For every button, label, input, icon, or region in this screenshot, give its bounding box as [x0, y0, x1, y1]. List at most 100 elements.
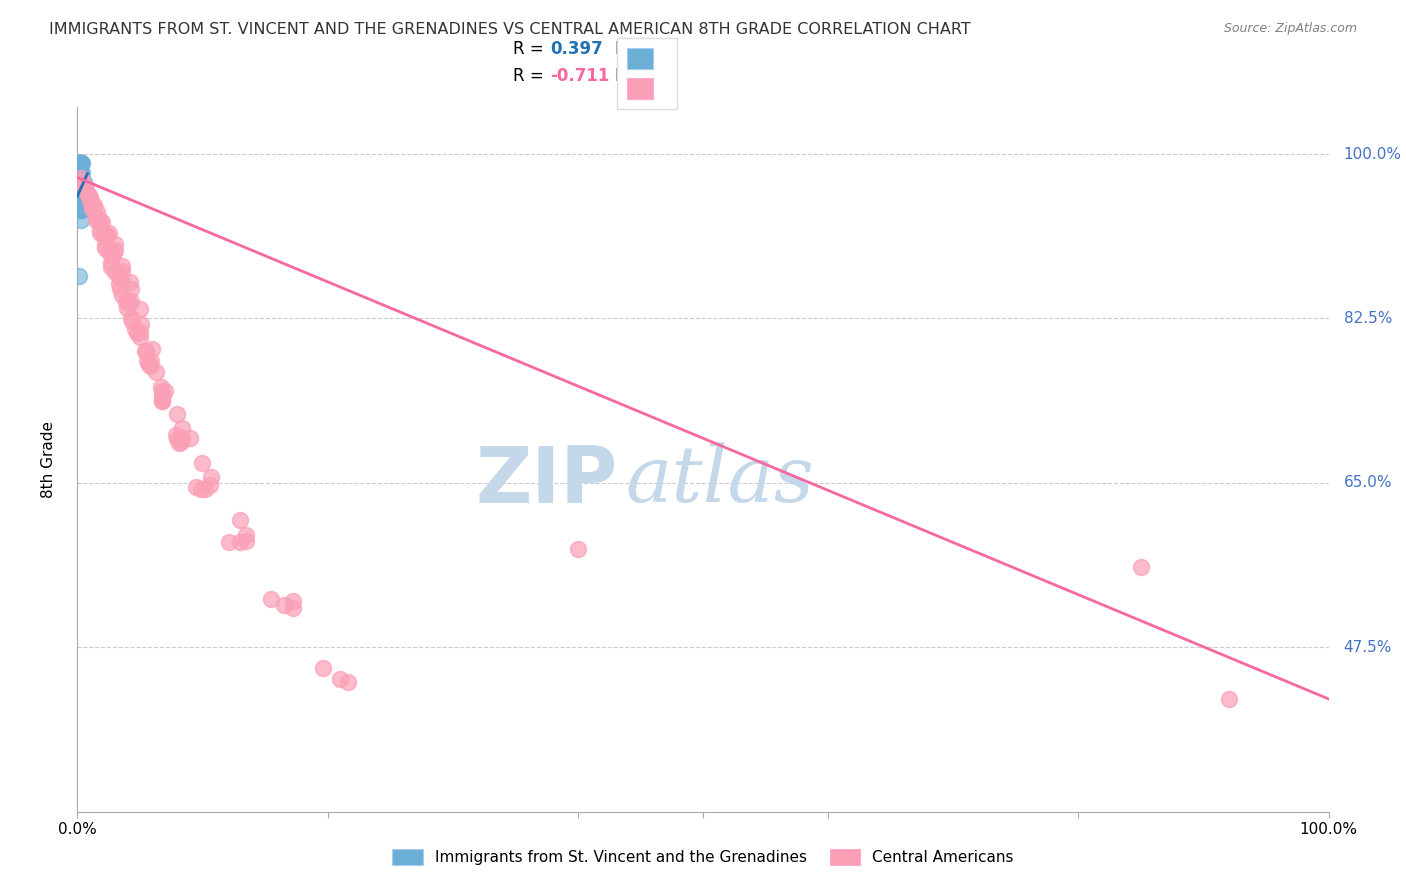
Point: [69, 166, 91, 180]
Point: [229, 535, 252, 549]
Point: [117, 301, 139, 315]
Point: [69, 175, 91, 189]
Point: [111, 263, 134, 277]
Point: [218, 535, 240, 549]
Point: [153, 384, 176, 398]
Point: [141, 342, 163, 356]
Point: [84, 212, 107, 227]
Point: [70, 212, 93, 227]
Point: [136, 353, 159, 368]
Point: [69, 185, 91, 199]
Point: [120, 310, 142, 325]
Point: [70, 175, 93, 189]
Point: [127, 326, 149, 341]
Point: [67, 166, 90, 180]
Point: [94, 228, 117, 243]
Point: [152, 394, 174, 409]
Point: [117, 296, 139, 310]
Point: [89, 212, 111, 227]
Point: [186, 480, 208, 494]
Text: -0.711: -0.711: [550, 67, 610, 85]
Text: R =: R =: [513, 67, 548, 85]
Point: [190, 483, 212, 497]
Point: [72, 185, 94, 199]
Point: [281, 600, 304, 615]
Point: [1129, 560, 1152, 574]
Point: [72, 156, 94, 170]
Point: [311, 661, 333, 675]
Text: atlas: atlas: [626, 442, 814, 518]
Point: [1218, 692, 1240, 706]
Point: [83, 198, 105, 212]
Point: [69, 156, 91, 170]
Point: [70, 185, 93, 199]
Point: [111, 259, 134, 273]
Point: [129, 330, 152, 344]
Point: [124, 322, 146, 336]
Point: [191, 456, 214, 470]
Point: [67, 166, 90, 180]
Point: [76, 186, 98, 201]
Point: [72, 185, 94, 199]
Point: [107, 277, 129, 291]
Point: [70, 194, 93, 208]
Point: [91, 215, 114, 229]
Point: [86, 205, 108, 219]
Point: [67, 156, 90, 170]
Point: [111, 288, 134, 302]
Point: [67, 194, 90, 208]
Point: [69, 175, 91, 189]
Point: [72, 194, 94, 208]
Point: [70, 185, 93, 199]
Point: [194, 483, 217, 497]
Point: [70, 171, 93, 186]
Text: R =: R =: [513, 39, 548, 58]
Point: [72, 166, 94, 180]
Point: [94, 241, 117, 255]
Point: [69, 175, 91, 189]
Point: [69, 166, 91, 180]
Point: [69, 156, 91, 170]
Point: [104, 265, 127, 279]
Point: [67, 175, 90, 189]
Point: [72, 194, 94, 208]
Point: [70, 175, 93, 189]
Point: [84, 210, 107, 224]
Point: [139, 359, 162, 374]
Text: 99: 99: [651, 67, 673, 85]
Point: [70, 203, 93, 218]
Text: ZIP: ZIP: [475, 442, 617, 518]
Point: [69, 166, 91, 180]
Point: [70, 175, 93, 189]
Point: [69, 166, 91, 180]
Text: Source: ZipAtlas.com: Source: ZipAtlas.com: [1223, 22, 1357, 36]
Point: [93, 228, 115, 243]
Point: [70, 166, 93, 180]
Legend: , : ,: [617, 37, 676, 109]
Text: N =: N =: [616, 67, 652, 85]
Point: [129, 317, 152, 331]
Point: [87, 212, 110, 227]
Point: [170, 435, 193, 450]
Point: [235, 534, 257, 549]
Point: [75, 183, 97, 197]
Point: [129, 301, 152, 316]
Point: [97, 244, 120, 259]
Point: [72, 175, 94, 189]
Point: [96, 227, 118, 242]
Point: [167, 436, 190, 450]
Point: [134, 344, 156, 359]
Point: [229, 512, 252, 526]
Point: [107, 270, 129, 285]
Point: [152, 384, 174, 398]
Point: [179, 431, 201, 445]
Point: [67, 156, 90, 170]
Point: [101, 249, 124, 263]
Point: [69, 194, 91, 208]
Point: [77, 189, 100, 203]
Point: [72, 175, 94, 189]
Point: [165, 428, 187, 442]
Point: [70, 185, 93, 199]
Point: [67, 166, 90, 180]
Point: [70, 156, 93, 170]
